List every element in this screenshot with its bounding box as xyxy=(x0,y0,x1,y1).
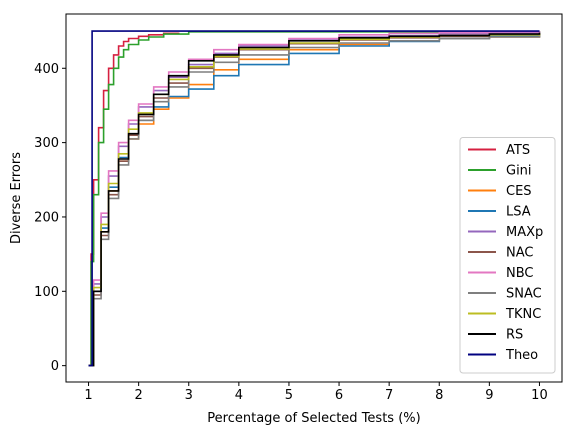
x-tick-label: 4 xyxy=(235,388,243,403)
x-tick-label: 2 xyxy=(135,388,143,403)
legend-label-snac: SNAC xyxy=(506,287,542,302)
y-axis: 0 100 200 300 400 xyxy=(34,62,66,374)
y-tick-label: 0 xyxy=(51,359,59,374)
x-tick-label: 6 xyxy=(335,388,343,403)
legend-label-ats: ATS xyxy=(506,143,530,158)
y-tick-label: 400 xyxy=(34,62,59,77)
x-tick-label: 1 xyxy=(84,388,92,403)
y-tick-label: 200 xyxy=(34,210,59,225)
x-tick-label: 7 xyxy=(385,388,393,403)
legend-label-rs: RS xyxy=(506,328,523,343)
x-tick-label: 9 xyxy=(485,388,493,403)
series-line-rs xyxy=(88,32,541,367)
plot-frame xyxy=(65,13,563,383)
y-tick-label: 100 xyxy=(34,285,59,300)
series-line-theo xyxy=(88,30,540,367)
plot-lines xyxy=(88,30,541,367)
legend-label-tknc: TKNC xyxy=(505,307,541,322)
legend-label-nbc: NBC xyxy=(506,266,534,281)
x-tick-label: 5 xyxy=(285,388,293,403)
legend-label-lsa: LSA xyxy=(506,205,531,220)
legend: ATS Gini CES LSA MAXp NAC NBC SNAC TKNC RS Theo xyxy=(459,137,556,374)
series-line-gini xyxy=(88,31,541,367)
legend-label-gini: Gini xyxy=(506,164,532,179)
x-tick-label: 8 xyxy=(435,388,443,403)
x-axis: 1 2 3 4 5 6 7 8 9 10 xyxy=(84,382,548,403)
series-line-ats xyxy=(88,32,180,367)
x-tick-label: 3 xyxy=(185,388,193,403)
legend-label-nac: NAC xyxy=(506,246,533,261)
x-tick-label: 10 xyxy=(531,388,548,403)
legend-label-theo: Theo xyxy=(505,348,538,363)
y-tick-label: 300 xyxy=(34,136,59,151)
legend-label-maxp: MAXp xyxy=(506,225,543,240)
y-axis-label: Diverse Errors xyxy=(9,152,24,244)
legend-label-ces: CES xyxy=(506,184,532,199)
x-axis-label: Percentage of Selected Tests (%) xyxy=(207,411,420,426)
